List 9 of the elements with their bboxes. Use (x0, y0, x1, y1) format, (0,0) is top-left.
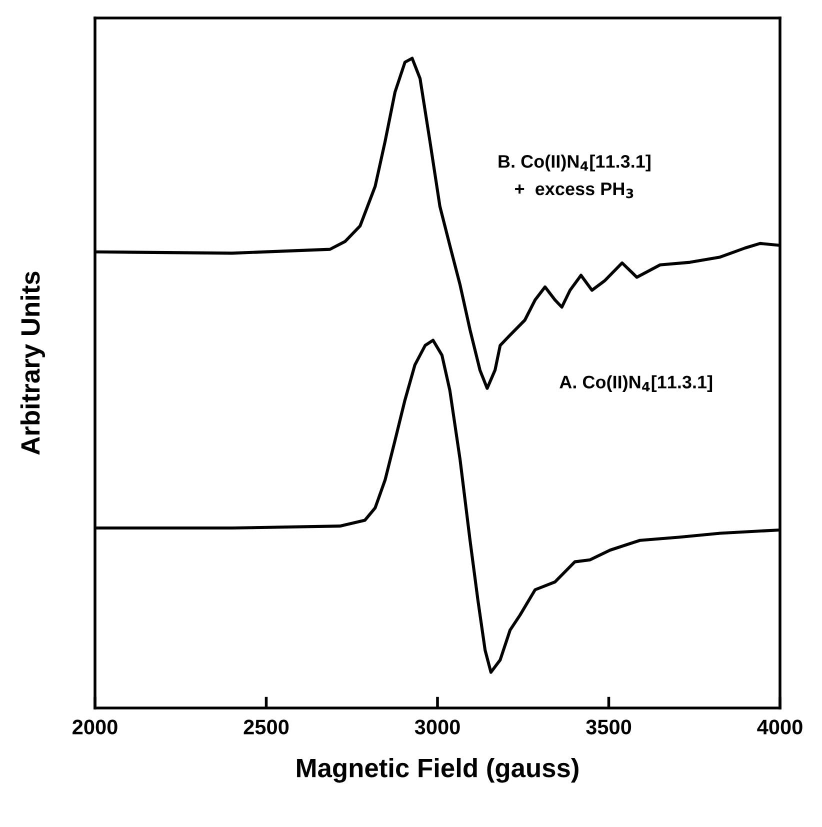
x-tick-label: 3000 (414, 720, 460, 734)
x-tick-label: 2000 (72, 720, 118, 734)
x-tick-label: 4000 (757, 720, 802, 734)
y-axis-title: Arbitrary Units (20, 272, 45, 455)
x-tick-label: 2500 (244, 720, 289, 734)
x-axis-title: Magnetic Field (gauss) (297, 758, 578, 783)
annotation: B. Co(II)N$_{4}$[11.3.1] + excess PH$_{3}$ (498, 154, 650, 198)
x-tick-label: 3500 (586, 720, 632, 734)
annotation: A. Co(II)N$_{4}$[11.3.1] (560, 375, 712, 392)
